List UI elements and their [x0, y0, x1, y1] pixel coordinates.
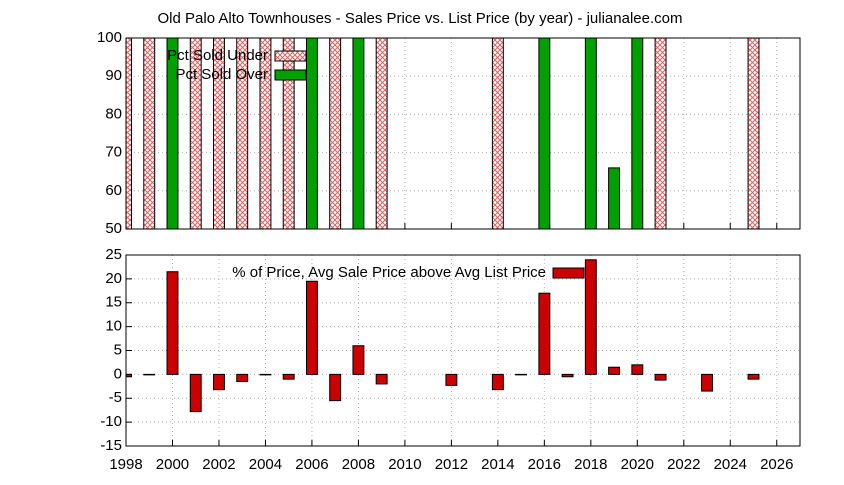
legend-swatch	[274, 50, 307, 62]
bar	[166, 271, 179, 375]
x-tick-label: 2014	[481, 456, 514, 473]
bar	[189, 373, 202, 413]
bar	[747, 38, 760, 229]
bar	[375, 38, 388, 229]
y-tick-label: 10	[105, 318, 122, 335]
bar	[491, 373, 504, 391]
bar	[561, 373, 574, 378]
bar	[166, 38, 179, 229]
bar	[305, 280, 318, 375]
x-tick-label: 1998	[109, 456, 142, 473]
y-tick-label: -5	[109, 389, 122, 406]
x-tick-label: 2004	[249, 456, 282, 473]
x-tick-label: 2026	[760, 456, 793, 473]
legend-label: Pct Sold Over	[175, 66, 268, 83]
x-tick-label: 2024	[714, 456, 747, 473]
bar	[259, 373, 272, 376]
x-tick-label: 2018	[574, 456, 607, 473]
bar	[143, 373, 156, 376]
legend-label: Pct Sold Under	[167, 47, 268, 64]
bar	[747, 373, 760, 380]
bar	[654, 38, 667, 229]
y-tick-label: -10	[100, 413, 122, 430]
bar	[608, 167, 621, 229]
bar	[701, 373, 713, 392]
bar	[126, 38, 132, 229]
y-tick-label: 50	[105, 220, 122, 237]
y-tick-label: 20	[105, 270, 122, 287]
bar	[352, 38, 365, 229]
bar	[631, 364, 644, 375]
bar	[608, 366, 621, 375]
bar	[584, 38, 597, 229]
legend-swatch	[274, 69, 307, 81]
plot-area	[126, 38, 760, 229]
bar	[282, 38, 295, 229]
bar	[491, 38, 504, 229]
x-tick-label: 2012	[435, 456, 468, 473]
x-tick-label: 2010	[388, 456, 421, 473]
bar	[236, 38, 249, 229]
bar	[213, 38, 225, 229]
y-tick-label: 60	[105, 182, 122, 199]
x-tick-label: 2016	[528, 456, 561, 473]
y-tick-label: 90	[105, 67, 122, 84]
x-tick-label: 2020	[621, 456, 654, 473]
plot-area	[126, 259, 760, 413]
legend-label: % of Price, Avg Sale Price above Avg Lis…	[232, 264, 546, 281]
bar	[259, 38, 272, 229]
y-tick-label: 70	[105, 144, 122, 161]
bar	[538, 292, 551, 375]
bar	[236, 373, 249, 383]
y-tick-label: 15	[105, 294, 122, 311]
bar	[305, 38, 318, 229]
bar	[631, 38, 644, 229]
bar	[538, 38, 551, 229]
bar	[654, 373, 667, 381]
x-tick-label: 2022	[667, 456, 700, 473]
bar	[329, 38, 342, 229]
bar	[143, 38, 156, 229]
bar	[213, 373, 225, 391]
x-tick-label: 2008	[342, 456, 375, 473]
legend-swatch	[552, 267, 585, 279]
x-tick-label: 2002	[202, 456, 235, 473]
bar	[282, 373, 295, 380]
y-tick-label: 25	[105, 246, 122, 263]
plot-frame	[125, 254, 801, 447]
y-tick-label: 100	[97, 29, 122, 46]
bar	[189, 38, 202, 229]
bar	[445, 373, 458, 386]
x-tick-label: 2000	[156, 456, 189, 473]
y-tick-label: 80	[105, 105, 122, 122]
bar	[352, 345, 365, 375]
y-tick-label: -15	[100, 437, 122, 454]
bar	[515, 373, 528, 376]
x-tick-label: 2006	[295, 456, 328, 473]
bar	[329, 373, 342, 402]
chart-title: Old Palo Alto Townhouses - Sales Price v…	[158, 10, 683, 27]
bar	[375, 373, 388, 385]
plot-frame	[125, 37, 801, 230]
bar	[584, 259, 597, 375]
y-tick-label: 0	[114, 365, 122, 382]
y-tick-label: 5	[114, 341, 122, 358]
